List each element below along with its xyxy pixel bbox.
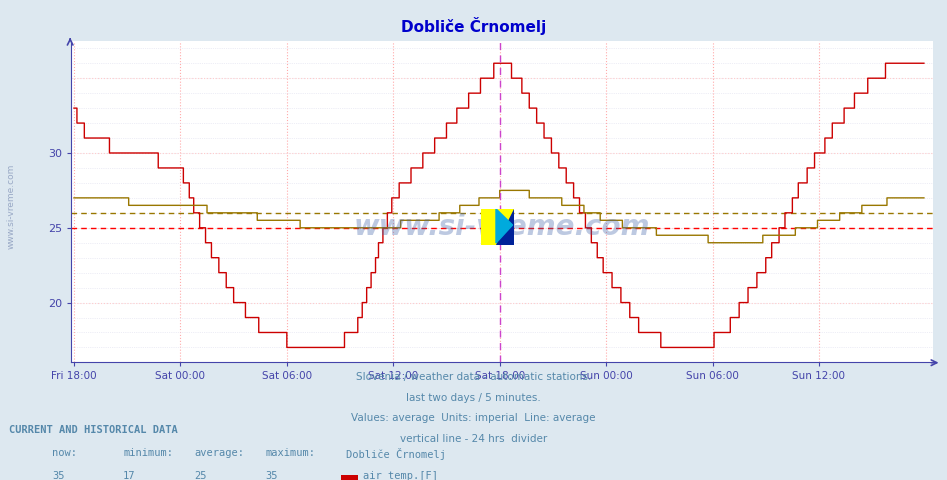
Polygon shape (496, 209, 514, 245)
Text: 35: 35 (265, 471, 277, 480)
Text: 17: 17 (123, 471, 135, 480)
Text: maximum:: maximum: (265, 448, 315, 458)
Text: 35: 35 (52, 471, 64, 480)
Polygon shape (496, 209, 512, 243)
Text: www.si-vreme.com: www.si-vreme.com (7, 164, 16, 249)
Text: 25: 25 (194, 471, 206, 480)
Text: minimum:: minimum: (123, 448, 173, 458)
Text: CURRENT AND HISTORICAL DATA: CURRENT AND HISTORICAL DATA (9, 425, 178, 435)
Text: vertical line - 24 hrs  divider: vertical line - 24 hrs divider (400, 434, 547, 444)
Text: Dobliče Črnomelj: Dobliče Črnomelj (401, 17, 546, 35)
Text: Values: average  Units: imperial  Line: average: Values: average Units: imperial Line: av… (351, 413, 596, 423)
Text: Slovenia / weather data - automatic stations.: Slovenia / weather data - automatic stat… (356, 372, 591, 382)
Text: average:: average: (194, 448, 244, 458)
Text: last two days / 5 minutes.: last two days / 5 minutes. (406, 393, 541, 403)
Text: air temp.[F]: air temp.[F] (363, 471, 438, 480)
Text: now:: now: (52, 448, 77, 458)
Text: Dobliče Črnomelj: Dobliče Črnomelj (346, 448, 446, 460)
Text: www.si-vreme.com: www.si-vreme.com (353, 213, 651, 241)
